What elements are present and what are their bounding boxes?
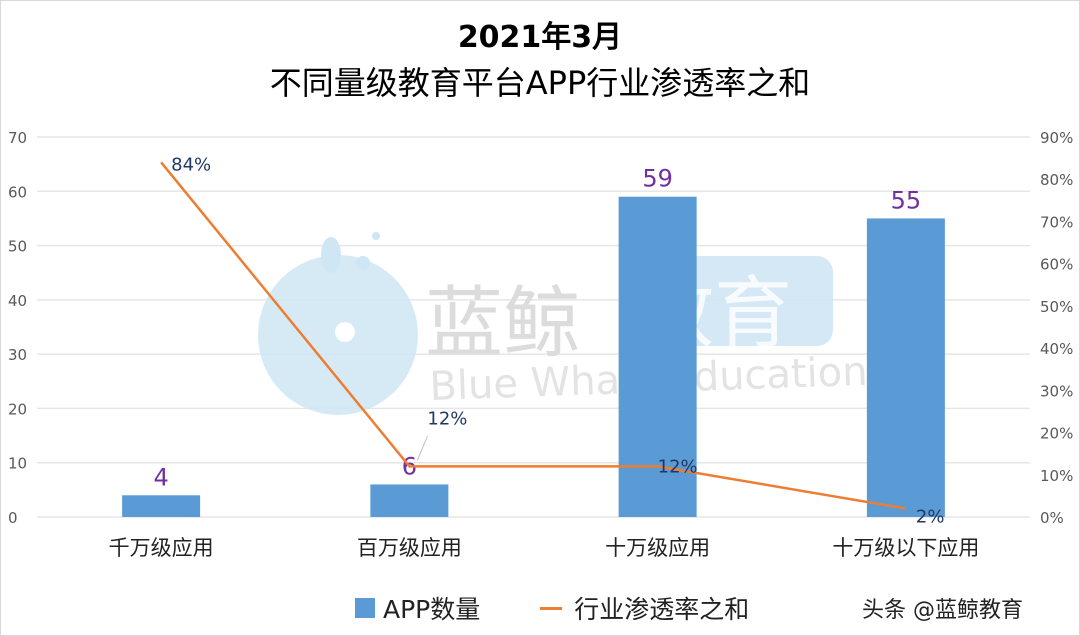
bar: [866, 218, 945, 517]
category-label: 十万级以下应用: [832, 536, 979, 560]
left-axis-tick: 0: [8, 509, 18, 527]
left-axis-tick: 70: [8, 129, 27, 147]
left-axis-tick: 40: [8, 292, 27, 310]
legend-bar-swatch-icon: [355, 598, 375, 618]
watermark-spout-icon: [356, 256, 370, 270]
line-value-label: 2%: [916, 507, 945, 528]
right-axis-tick: 50%: [1040, 298, 1073, 316]
right-axis-tick: 0%: [1040, 509, 1064, 527]
left-axis-tick: 60: [8, 183, 27, 201]
chart-title-line2: 不同量级教育平台APP行业渗透率之和: [269, 64, 811, 102]
line-series: [160, 161, 907, 510]
chart-title-line1: 2021年3月: [457, 20, 623, 55]
legend-line-label: 行业渗透率之和: [574, 595, 750, 624]
bar-value-label: 4: [153, 463, 168, 491]
right-axis-tick: 20%: [1040, 425, 1073, 443]
bar-value-label: 55: [891, 186, 922, 214]
watermark-text-cn1: 蓝鲸: [425, 279, 581, 369]
right-axis-tick: 40%: [1040, 340, 1073, 358]
left-axis-tick: 50: [8, 238, 27, 256]
line-value-label: 84%: [171, 154, 211, 175]
category-label: 十万级应用: [605, 536, 710, 560]
left-axis-tick: 30: [8, 346, 27, 364]
bar: [618, 196, 697, 517]
left-axis-tick: 20: [8, 400, 27, 418]
credit-text: 头条 @蓝鲸教育: [862, 598, 1023, 623]
legend: APP数量 行业渗透率之和: [355, 590, 749, 626]
right-axis-tick: 70%: [1040, 213, 1073, 231]
watermark-spout-icon: [321, 237, 341, 273]
right-axis-tick: 30%: [1040, 382, 1073, 400]
right-axis-tick: 60%: [1040, 256, 1073, 274]
legend-line-swatch-icon: [540, 606, 563, 610]
right-axis-tick: 90%: [1040, 129, 1073, 147]
watermark-spout-icon: [372, 232, 380, 240]
line-value-label: 12%: [427, 408, 467, 429]
bar: [122, 495, 201, 517]
leader-line: [416, 436, 428, 461]
watermark-whale-eye-icon: [335, 322, 355, 342]
line-value-label: 12%: [658, 456, 698, 477]
bar-value-label: 59: [642, 165, 673, 193]
category-label: 千万级应用: [109, 536, 214, 560]
right-axis-tick: 10%: [1040, 467, 1073, 485]
bar: [370, 484, 449, 517]
legend-bar-label: APP数量: [383, 595, 481, 624]
left-axis-tick: 10: [8, 455, 27, 473]
right-axis-tick: 80%: [1040, 171, 1073, 189]
category-label: 百万级应用: [357, 536, 462, 560]
